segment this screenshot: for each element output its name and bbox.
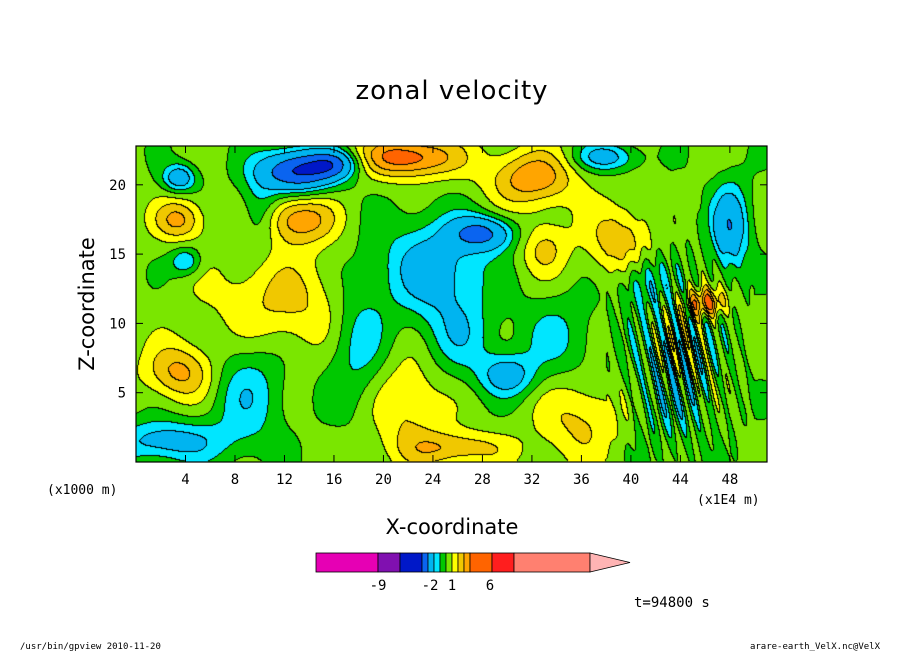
colorbar-segment <box>457 552 465 573</box>
x-unit-label: (x1000 m) <box>47 483 118 498</box>
x-tick-label: 32 <box>523 472 540 488</box>
x-axis-label: X-coordinate <box>385 515 519 539</box>
colorbar-segment <box>399 552 423 573</box>
y-tick-label: 20 <box>109 178 126 194</box>
contour-field <box>136 146 767 462</box>
colorbar-segment <box>491 552 515 573</box>
colorbar-arrow <box>589 552 631 573</box>
plot-frame <box>135 145 768 463</box>
x-tick-label: 16 <box>326 472 343 488</box>
colorbar-segment <box>421 552 429 573</box>
colorbar-segment <box>433 552 441 573</box>
footer-right: arare-earth_VelX.nc@VelX <box>749 642 880 652</box>
colorbar-segment <box>439 552 447 573</box>
colorbar-label: 1 <box>448 578 456 594</box>
x-scale-label: (x1E4 m) <box>697 493 760 508</box>
colorbar-label: 6 <box>486 578 494 594</box>
x-tick-label: 36 <box>573 472 590 488</box>
x-tick-label: 48 <box>721 472 738 488</box>
y-axis-label: Z-coordinate <box>75 237 99 371</box>
colorbar-label: -2 <box>422 578 439 594</box>
footer-left: /usr/bin/gpview 2010-11-20 <box>20 642 161 652</box>
x-tick-label: 24 <box>425 472 442 488</box>
colorbar-segment <box>315 552 379 573</box>
x-tick-label: 44 <box>672 472 689 488</box>
chart-title: zonal velocity <box>355 76 549 106</box>
time-label: t=94800 s <box>634 595 710 611</box>
x-tick-label: 8 <box>231 472 239 488</box>
colorbar-segment <box>469 552 493 573</box>
colorbar-segment <box>463 552 471 573</box>
colorbar-label: -9 <box>370 578 387 594</box>
x-tick-label: 40 <box>622 472 639 488</box>
y-tick-label: 15 <box>109 247 126 263</box>
x-tick-label: 28 <box>474 472 491 488</box>
x-tick-label: 12 <box>276 472 293 488</box>
x-tick-label: 20 <box>375 472 392 488</box>
colorbar-segment <box>513 552 591 573</box>
x-tick-label: 4 <box>181 472 189 488</box>
colorbar-segment <box>427 552 435 573</box>
y-tick-label: 10 <box>109 316 126 332</box>
colorbar-segment <box>377 552 401 573</box>
colorbar-segment <box>445 552 453 573</box>
colorbar-segment <box>451 552 459 573</box>
y-tick-label: 5 <box>118 386 126 402</box>
